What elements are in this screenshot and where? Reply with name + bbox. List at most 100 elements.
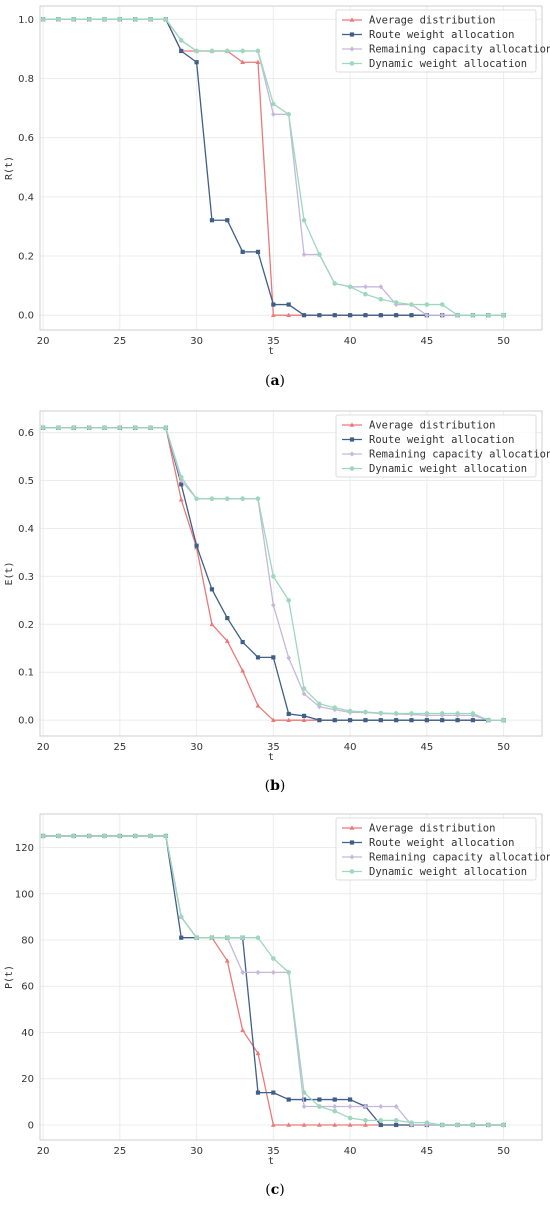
data-point bbox=[378, 296, 384, 302]
legend-entry: Remaining capacity allocation bbox=[369, 449, 550, 461]
caption-b-text: (b) bbox=[264, 778, 286, 794]
chart-panel-b: 20 25 30 35 40 45 50 0.0 0.1 0.2 0.3 0.4 0.5 0.6 t E(t)… bbox=[0, 403, 550, 806]
data-point bbox=[102, 833, 107, 839]
data-point bbox=[317, 252, 322, 257]
data-point bbox=[40, 833, 46, 839]
data-point bbox=[271, 302, 276, 307]
data-point bbox=[348, 718, 353, 723]
data-point bbox=[163, 425, 169, 431]
y-tick-label: 120 bbox=[15, 843, 34, 854]
data-point bbox=[363, 1103, 368, 1110]
data-point bbox=[317, 1122, 322, 1127]
chart-panel-a: 20 25 30 35 40 45 50 0.0 0.2 0.4 0.6 0.8 1.0 t R(t) Ave… bbox=[0, 0, 550, 403]
data-point bbox=[317, 718, 322, 723]
x-axis-label: t bbox=[268, 346, 274, 357]
data-point bbox=[178, 38, 184, 43]
data-point bbox=[332, 705, 338, 711]
data-point bbox=[209, 496, 215, 502]
data-point bbox=[501, 717, 506, 723]
x-tick-label: 40 bbox=[344, 1146, 357, 1157]
data-point bbox=[271, 101, 276, 107]
data-point bbox=[86, 833, 92, 839]
legend-marker bbox=[349, 32, 355, 37]
data-point bbox=[209, 587, 215, 592]
series-dynamic bbox=[40, 17, 506, 318]
data-point bbox=[255, 496, 261, 502]
legend-marker bbox=[349, 854, 355, 860]
data-point bbox=[409, 718, 414, 723]
data-point bbox=[348, 1097, 353, 1102]
data-point bbox=[347, 284, 353, 290]
data-point bbox=[301, 686, 307, 691]
data-point bbox=[240, 59, 246, 65]
data-point bbox=[194, 60, 199, 65]
plot-frame bbox=[39, 813, 543, 1141]
data-point bbox=[348, 313, 353, 318]
y-tick-label: 0.2 bbox=[18, 252, 34, 263]
data-point bbox=[286, 302, 291, 307]
data-point bbox=[485, 1122, 491, 1128]
y-tick-label: 0 bbox=[28, 1120, 34, 1131]
x-axis-label: t bbox=[268, 752, 274, 763]
x-tick-label: 50 bbox=[497, 742, 510, 753]
data-point bbox=[378, 710, 384, 716]
data-point bbox=[209, 48, 215, 54]
data-point bbox=[255, 655, 261, 660]
data-point bbox=[394, 718, 399, 723]
data-point bbox=[255, 48, 261, 54]
data-point bbox=[378, 1118, 384, 1123]
data-point bbox=[301, 1090, 307, 1095]
y-tick-label: 0.0 bbox=[18, 311, 34, 322]
x-tick-label: 35 bbox=[267, 336, 280, 347]
legend-marker bbox=[349, 825, 355, 830]
data-point bbox=[455, 711, 460, 716]
legend-box bbox=[335, 817, 537, 881]
data-point bbox=[393, 1118, 399, 1123]
data-point bbox=[117, 17, 123, 22]
x-tick-label: 40 bbox=[344, 336, 357, 347]
legend-marker bbox=[349, 17, 355, 22]
data-point bbox=[132, 833, 138, 839]
data-point bbox=[255, 249, 261, 254]
data-point bbox=[240, 969, 245, 975]
y-axis-label: E(t) bbox=[4, 561, 15, 585]
data-point bbox=[179, 935, 184, 940]
data-point bbox=[240, 249, 245, 254]
data-point bbox=[470, 718, 476, 723]
data-point bbox=[424, 1122, 430, 1128]
data-point bbox=[56, 833, 61, 839]
data-point bbox=[86, 425, 92, 431]
data-point bbox=[86, 17, 92, 22]
data-point bbox=[132, 17, 138, 22]
data-point bbox=[393, 1103, 399, 1110]
data-point bbox=[225, 615, 230, 621]
data-point bbox=[301, 1122, 307, 1127]
data-point bbox=[409, 1120, 414, 1125]
data-point bbox=[56, 425, 61, 431]
data-point bbox=[439, 1122, 445, 1128]
data-point bbox=[332, 718, 337, 723]
data-point bbox=[286, 711, 291, 717]
legend-entry: Average distribution bbox=[369, 823, 495, 835]
legend-marker bbox=[349, 46, 355, 52]
data-point bbox=[270, 717, 276, 722]
y-tick-label: 0.1 bbox=[18, 668, 34, 679]
data-point bbox=[271, 602, 276, 608]
x-tick-label: 35 bbox=[267, 742, 280, 753]
data-point bbox=[363, 1122, 368, 1127]
data-point bbox=[485, 312, 491, 318]
data-point bbox=[286, 717, 292, 722]
data-point bbox=[40, 425, 46, 431]
caption-a: (a) bbox=[0, 373, 550, 389]
data-point bbox=[178, 474, 184, 480]
data-point bbox=[240, 496, 245, 502]
data-point bbox=[317, 1097, 322, 1102]
data-point bbox=[286, 1097, 291, 1102]
x-tick-label: 40 bbox=[344, 742, 357, 753]
data-point bbox=[409, 313, 414, 318]
y-tick-label: 80 bbox=[21, 936, 34, 947]
data-point bbox=[179, 48, 184, 54]
series-dynamic bbox=[40, 833, 506, 1128]
data-point bbox=[286, 1122, 292, 1127]
y-tick-label: 60 bbox=[21, 982, 34, 993]
